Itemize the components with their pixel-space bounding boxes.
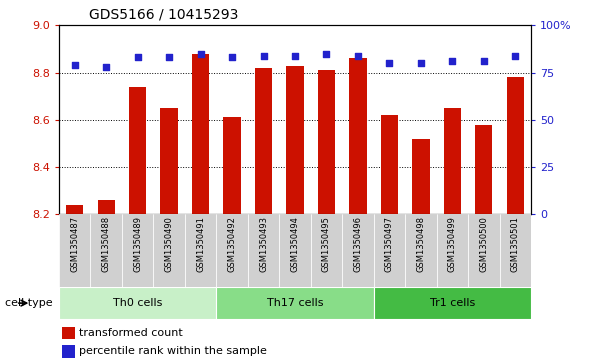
Text: GSM1350488: GSM1350488 [101, 216, 111, 273]
Text: transformed count: transformed count [79, 328, 182, 338]
Bar [311, 214, 342, 287]
Point [196, 51, 205, 57]
Bar [248, 214, 279, 287]
Point [448, 58, 457, 64]
Bar [217, 214, 248, 287]
Text: cell type: cell type [5, 298, 53, 308]
Point [416, 60, 425, 66]
Bar [373, 214, 405, 287]
Bar [437, 214, 468, 287]
Bar [255, 68, 272, 214]
Bar [468, 214, 500, 287]
Bar [185, 214, 217, 287]
Point [353, 53, 363, 58]
Point [479, 58, 489, 64]
Bar [153, 214, 185, 287]
Bar [224, 117, 241, 214]
Bar [192, 54, 209, 214]
Text: GSM1350497: GSM1350497 [385, 216, 394, 272]
Text: GDS5166 / 10415293: GDS5166 / 10415293 [88, 8, 238, 22]
Point [259, 53, 268, 58]
Point [385, 60, 394, 66]
Text: GSM1350501: GSM1350501 [511, 216, 520, 272]
Bar [97, 200, 115, 214]
Bar [412, 139, 430, 214]
Point [133, 54, 142, 60]
Text: GSM1350496: GSM1350496 [353, 216, 362, 272]
Text: percentile rank within the sample: percentile rank within the sample [79, 346, 267, 356]
Point [510, 53, 520, 58]
Bar [318, 70, 335, 214]
Text: GSM1350492: GSM1350492 [228, 216, 237, 272]
Bar [507, 77, 524, 214]
Bar [122, 214, 153, 287]
Bar [381, 115, 398, 214]
Bar [59, 214, 90, 287]
Bar [342, 214, 373, 287]
Point [290, 53, 300, 58]
Text: Tr1 cells: Tr1 cells [430, 298, 475, 308]
Bar [62, 327, 76, 339]
Bar [129, 87, 146, 214]
Point [165, 54, 174, 60]
Bar [59, 287, 217, 319]
Bar [279, 214, 311, 287]
Bar [286, 65, 304, 214]
Bar [405, 214, 437, 287]
Bar [373, 287, 531, 319]
Point [101, 64, 111, 70]
Text: GSM1350498: GSM1350498 [417, 216, 425, 272]
Bar [217, 287, 373, 319]
Point [70, 62, 80, 68]
Text: GSM1350490: GSM1350490 [165, 216, 173, 272]
Bar [444, 108, 461, 214]
Bar [62, 345, 76, 358]
Text: GSM1350489: GSM1350489 [133, 216, 142, 272]
Bar [160, 108, 178, 214]
Point [322, 51, 331, 57]
Bar [66, 205, 83, 214]
Text: Th17 cells: Th17 cells [267, 298, 323, 308]
Text: GSM1350493: GSM1350493 [259, 216, 268, 272]
Text: GSM1350487: GSM1350487 [70, 216, 79, 273]
Text: GSM1350494: GSM1350494 [290, 216, 300, 272]
Text: GSM1350491: GSM1350491 [196, 216, 205, 272]
Bar [349, 58, 366, 214]
Text: GSM1350500: GSM1350500 [479, 216, 489, 272]
Text: GSM1350499: GSM1350499 [448, 216, 457, 272]
Text: GSM1350495: GSM1350495 [322, 216, 331, 272]
Bar [90, 214, 122, 287]
Bar [475, 125, 493, 214]
Bar [500, 214, 531, 287]
Text: Th0 cells: Th0 cells [113, 298, 162, 308]
Point [227, 54, 237, 60]
